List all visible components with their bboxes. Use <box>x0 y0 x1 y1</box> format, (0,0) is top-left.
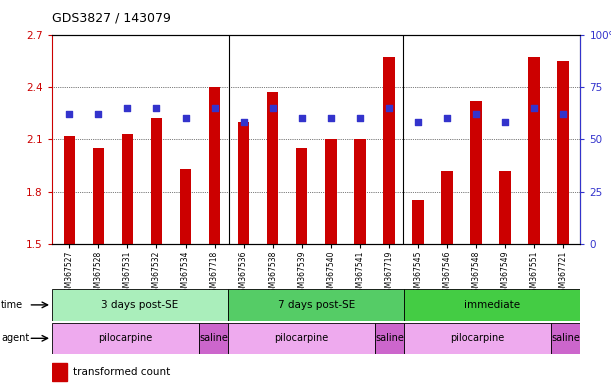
Bar <box>383 57 395 244</box>
Point <box>558 111 568 117</box>
Point <box>355 115 365 121</box>
Point <box>413 119 423 126</box>
Bar <box>209 87 221 244</box>
Bar <box>325 139 337 244</box>
Text: 7 days post-SE: 7 days post-SE <box>277 300 355 310</box>
Bar <box>199 323 228 354</box>
Bar <box>228 323 375 354</box>
Text: 3 days post-SE: 3 days post-SE <box>101 300 178 310</box>
Point <box>268 105 277 111</box>
Point <box>181 115 191 121</box>
Bar <box>151 118 163 244</box>
Text: agent: agent <box>1 333 29 343</box>
Point <box>529 105 539 111</box>
Bar <box>228 289 404 321</box>
Bar <box>528 57 540 244</box>
Bar <box>412 200 423 244</box>
Bar <box>557 61 569 244</box>
Text: saline: saline <box>551 333 580 343</box>
Bar <box>404 323 551 354</box>
Bar <box>354 139 365 244</box>
Text: saline: saline <box>375 333 404 343</box>
Point <box>152 105 161 111</box>
Bar <box>93 148 104 244</box>
Bar <box>404 289 580 321</box>
Text: pilocarpine: pilocarpine <box>450 333 505 343</box>
Bar <box>551 323 580 354</box>
Point <box>326 115 335 121</box>
Bar <box>180 169 191 244</box>
Bar <box>296 148 307 244</box>
Point <box>65 111 75 117</box>
Bar <box>375 323 404 354</box>
Text: saline: saline <box>199 333 228 343</box>
Text: time: time <box>1 300 23 310</box>
Point <box>123 105 133 111</box>
Point <box>210 105 219 111</box>
Text: GDS3827 / 143079: GDS3827 / 143079 <box>52 12 171 25</box>
Text: pilocarpine: pilocarpine <box>274 333 329 343</box>
Point <box>239 119 249 126</box>
Point <box>471 111 481 117</box>
Bar <box>499 170 511 244</box>
Text: transformed count: transformed count <box>73 367 170 377</box>
Point <box>500 119 510 126</box>
Bar <box>122 134 133 244</box>
Point <box>384 105 393 111</box>
Bar <box>52 323 199 354</box>
Point <box>93 111 103 117</box>
Text: pilocarpine: pilocarpine <box>98 333 153 343</box>
Bar <box>238 122 249 244</box>
Point <box>297 115 307 121</box>
Bar <box>64 136 75 244</box>
Bar <box>441 170 453 244</box>
Bar <box>267 92 279 244</box>
Point <box>442 115 452 121</box>
Bar <box>52 363 67 381</box>
Text: immediate: immediate <box>464 300 521 310</box>
Bar <box>470 101 481 244</box>
Bar <box>52 289 228 321</box>
